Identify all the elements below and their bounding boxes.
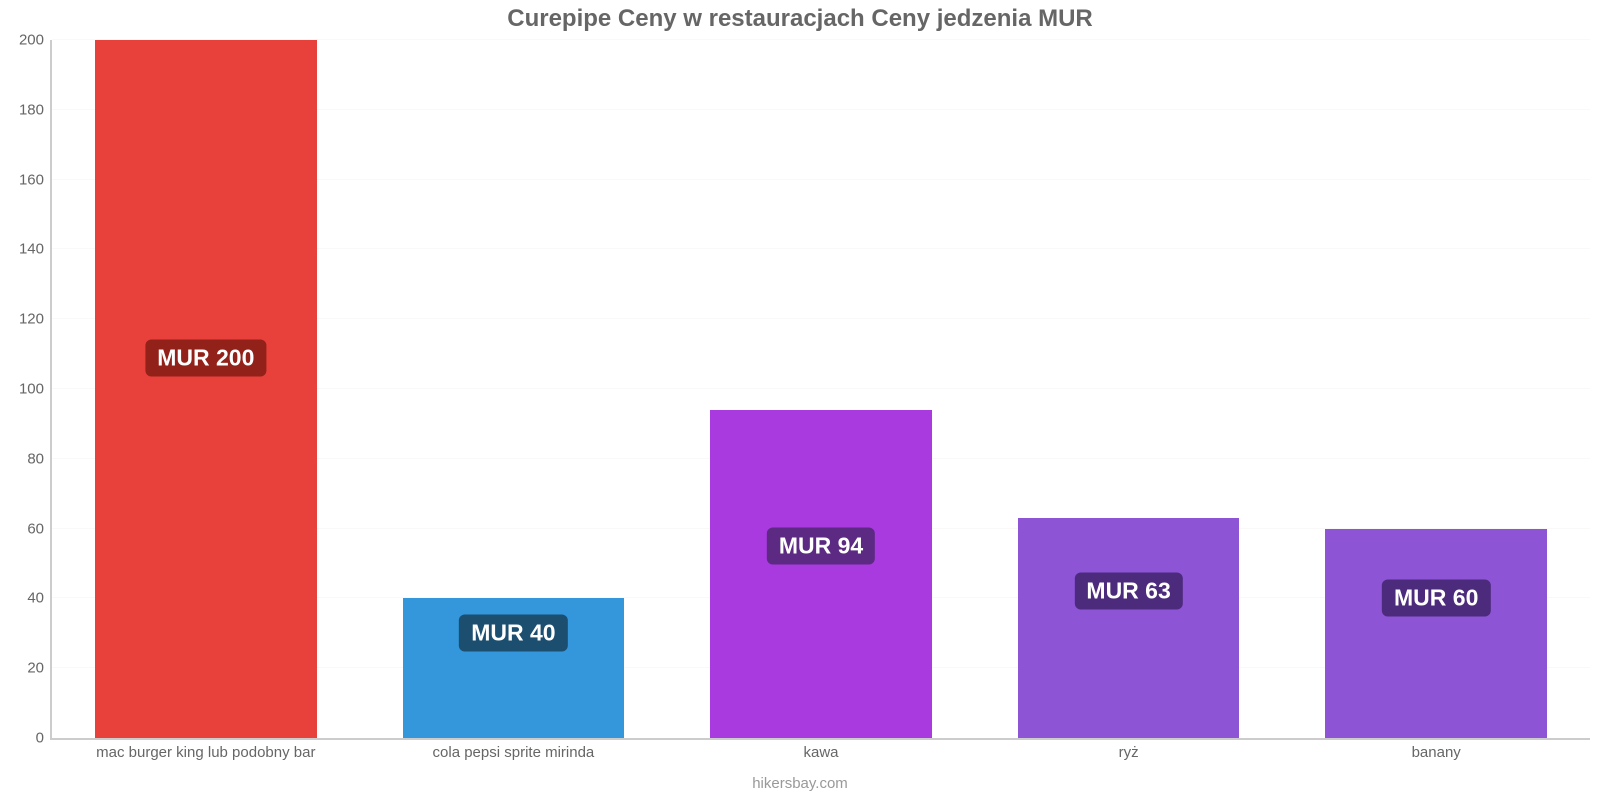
x-tick-label: cola pepsi sprite mirinda (433, 738, 595, 761)
chart-title: Curepipe Ceny w restauracjach Ceny jedze… (0, 5, 1600, 33)
bar-value-label: MUR 200 (145, 339, 266, 376)
y-tick-label: 40 (27, 590, 52, 607)
chart-caption: hikersbay.com (0, 775, 1600, 792)
price-bar-chart: Curepipe Ceny w restauracjach Ceny jedze… (0, 0, 1600, 800)
y-tick-label: 100 (19, 381, 52, 398)
y-tick-label: 200 (19, 32, 52, 49)
y-tick-label: 60 (27, 520, 52, 537)
bar-value-label: MUR 63 (1074, 573, 1182, 610)
x-tick-label: mac burger king lub podobny bar (96, 738, 315, 761)
x-tick-label: kawa (803, 738, 838, 761)
y-tick-label: 20 (27, 660, 52, 677)
bar (1018, 518, 1239, 738)
bar-value-label: MUR 60 (1382, 580, 1490, 617)
x-tick-label: ryż (1119, 738, 1139, 761)
y-tick-label: 0 (36, 730, 52, 747)
y-tick-label: 180 (19, 101, 52, 118)
y-tick-label: 140 (19, 241, 52, 258)
x-tick-label: banany (1412, 738, 1461, 761)
bar-value-label: MUR 94 (767, 528, 875, 565)
bar (710, 410, 931, 738)
bar (95, 40, 316, 738)
bar-value-label: MUR 40 (459, 615, 567, 652)
bar (1325, 529, 1546, 738)
plot-area: 020406080100120140160180200MUR 200mac bu… (50, 40, 1590, 740)
y-tick-label: 80 (27, 450, 52, 467)
y-tick-label: 160 (19, 171, 52, 188)
y-tick-label: 120 (19, 311, 52, 328)
